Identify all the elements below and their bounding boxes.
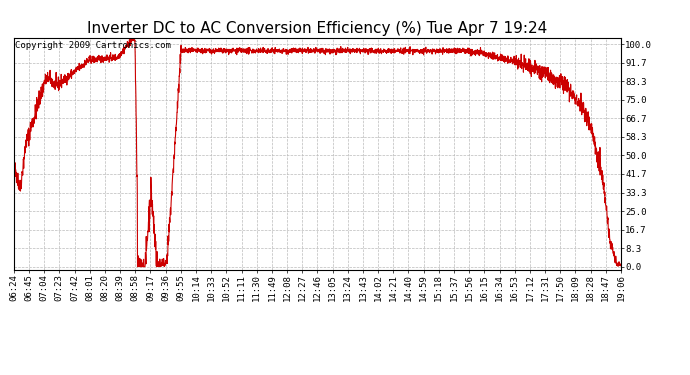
Text: Copyright 2009 Cartronics.com: Copyright 2009 Cartronics.com	[15, 41, 171, 50]
Title: Inverter DC to AC Conversion Efficiency (%) Tue Apr 7 19:24: Inverter DC to AC Conversion Efficiency …	[87, 21, 548, 36]
